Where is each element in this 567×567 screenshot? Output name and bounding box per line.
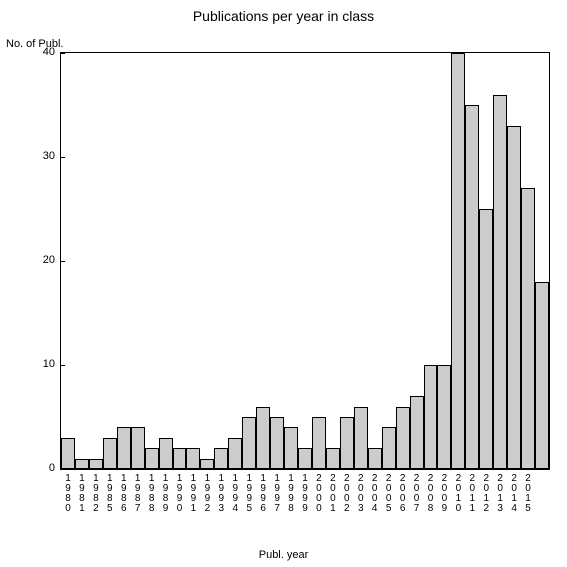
x-tick-label: 1980 [63,474,73,514]
bar [298,448,312,469]
bar [242,417,256,469]
x-tick-label: 1987 [133,474,143,514]
bar [382,427,396,469]
x-tick-label: 2009 [439,474,449,514]
y-tick-label: 10 [15,358,55,370]
x-tick-label: 1985 [105,474,115,514]
y-tick-label: 40 [15,46,55,58]
bar [396,407,410,469]
x-tick-label: 1997 [272,474,282,514]
y-tick-label: 30 [15,150,55,162]
y-tick-mark [60,365,65,366]
bar [410,396,424,469]
x-tick-label: 2010 [453,474,463,514]
x-tick-label: 2007 [412,474,422,514]
bar [214,448,228,469]
bar [61,438,75,469]
bar [228,438,242,469]
x-tick-label: 1993 [216,474,226,514]
bar [256,407,270,469]
bar [521,188,535,469]
x-tick-label: 1996 [258,474,268,514]
bar [75,459,89,469]
x-tick-label: 1990 [175,474,185,514]
bar [186,448,200,469]
x-tick-label: 2008 [425,474,435,514]
bar [507,126,521,469]
x-tick-label: 2000 [314,474,324,514]
bar [312,417,326,469]
x-tick-label: 1988 [147,474,157,514]
bar [145,448,159,469]
x-tick-label: 2003 [356,474,366,514]
x-tick-label: 2006 [398,474,408,514]
bar [465,105,479,469]
bar [437,365,451,469]
x-tick-label: 1991 [188,474,198,514]
bar [479,209,493,469]
bar [89,459,103,469]
x-tick-label: 1989 [161,474,171,514]
x-tick-label: 2013 [495,474,505,514]
chart-container: Publications per year in class No. of Pu… [0,0,567,567]
bar [451,53,465,469]
bar [284,427,298,469]
x-tick-label: 2001 [328,474,338,514]
x-tick-label: 2012 [481,474,491,514]
bar [535,282,549,469]
x-tick-label: 2005 [384,474,394,514]
x-tick-label: 1999 [300,474,310,514]
y-tick-mark [60,157,65,158]
x-tick-label: 2011 [467,474,477,514]
x-tick-label: 1995 [244,474,254,514]
x-tick-label: 2014 [509,474,519,514]
x-tick-label: 1982 [91,474,101,514]
x-tick-label: 2015 [523,474,533,514]
bar [270,417,284,469]
x-axis-label: Publ. year [0,549,567,561]
bar [173,448,187,469]
bar [131,427,145,469]
bar [326,448,340,469]
bar [354,407,368,469]
x-tick-label: 2002 [342,474,352,514]
y-tick-mark [60,469,65,470]
chart-title: Publications per year in class [0,8,567,24]
bar [117,427,131,469]
x-tick-label: 1992 [202,474,212,514]
y-tick-mark [60,53,65,54]
plot-area [60,52,550,470]
x-tick-label: 1981 [77,474,87,514]
x-tick-label: 1994 [230,474,240,514]
x-tick-label: 1986 [119,474,129,514]
y-tick-label: 20 [15,254,55,266]
bar [103,438,117,469]
bar [200,459,214,469]
bar [368,448,382,469]
bar [340,417,354,469]
bar [159,438,173,469]
x-tick-label: 1998 [286,474,296,514]
x-tick-label: 2004 [370,474,380,514]
y-tick-mark [60,261,65,262]
bar [493,95,507,469]
bar [424,365,438,469]
y-tick-label: 0 [15,462,55,474]
